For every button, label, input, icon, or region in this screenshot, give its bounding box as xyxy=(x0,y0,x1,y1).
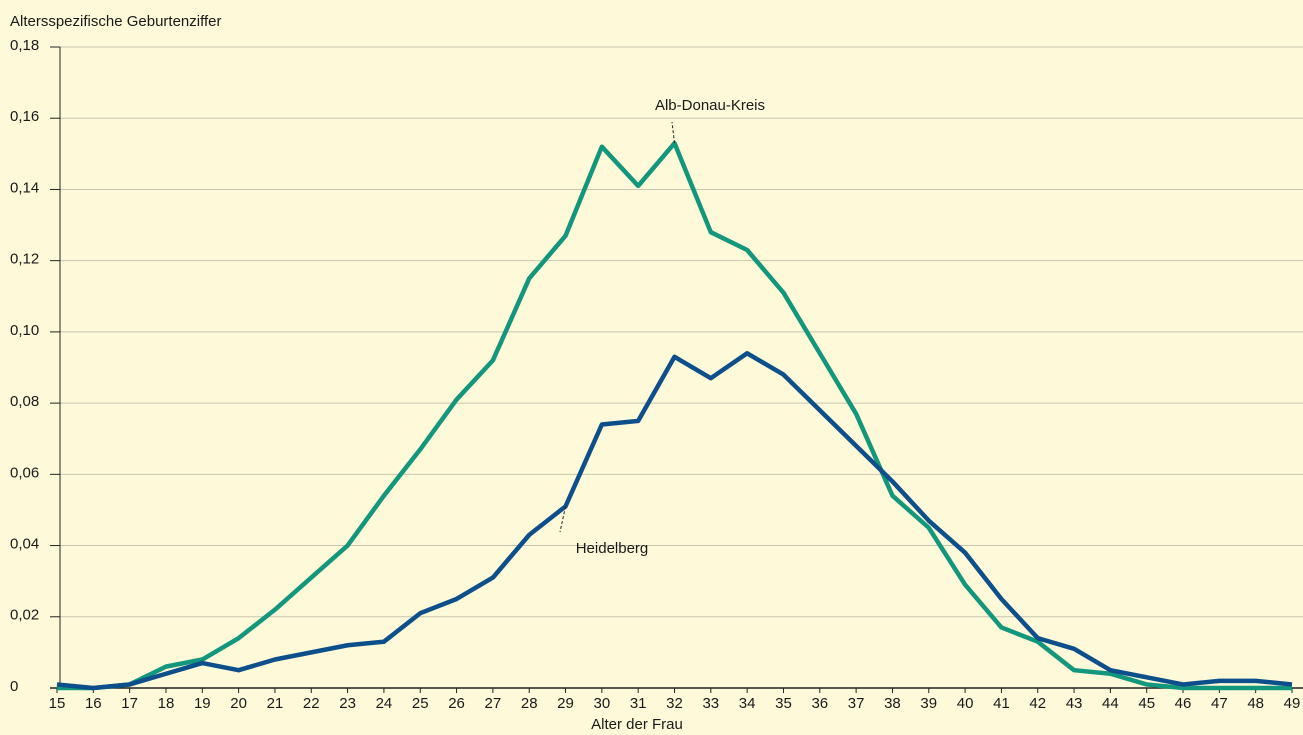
x-tick-label: 24 xyxy=(376,695,393,712)
series-label: Alb-Donau-Kreis xyxy=(655,97,765,114)
y-tick-label: 0,14 xyxy=(10,179,39,196)
x-tick-label: 47 xyxy=(1211,695,1228,712)
x-tick-label: 41 xyxy=(993,695,1010,712)
x-tick-label: 34 xyxy=(739,695,756,712)
y-tick-label: 0,18 xyxy=(10,37,39,54)
x-tick-label: 36 xyxy=(811,695,828,712)
x-tick-label: 21 xyxy=(267,695,284,712)
x-tick-label: 26 xyxy=(448,695,465,712)
label-leader xyxy=(671,121,675,144)
x-tick-label: 16 xyxy=(85,695,102,712)
x-tick-label: 27 xyxy=(485,695,502,712)
x-tick-label: 40 xyxy=(957,695,974,712)
y-tick-label: 0,02 xyxy=(10,607,39,624)
x-tick-label: 42 xyxy=(1029,695,1046,712)
x-tick-label: 17 xyxy=(121,695,138,712)
x-tick-label: 28 xyxy=(521,695,538,712)
y-tick-label: 0,16 xyxy=(10,108,39,125)
x-tick-label: 23 xyxy=(339,695,356,712)
x-axis-label: Alter der Frau xyxy=(591,716,683,733)
x-tick-label: 37 xyxy=(848,695,865,712)
x-tick-label: 22 xyxy=(303,695,320,712)
y-axis-label: Altersspezifische Geburtenziffer xyxy=(10,13,222,30)
x-tick-label: 49 xyxy=(1284,695,1301,712)
x-tick-label: 19 xyxy=(194,695,211,712)
x-tick-label: 35 xyxy=(775,695,792,712)
x-tick-label: 31 xyxy=(630,695,647,712)
x-tick-label: 15 xyxy=(49,695,66,712)
x-tick-label: 48 xyxy=(1247,695,1264,712)
x-tick-label: 20 xyxy=(230,695,247,712)
x-tick-label: 45 xyxy=(1138,695,1155,712)
x-tick-label: 32 xyxy=(666,695,683,712)
series-line xyxy=(56,351,1293,691)
y-tick-label: 0 xyxy=(10,678,18,695)
x-tick-label: 39 xyxy=(920,695,937,712)
y-tick-label: 0,10 xyxy=(10,322,39,339)
label-leader xyxy=(559,506,567,533)
y-tick-label: 0,08 xyxy=(10,393,39,410)
x-tick-label: 29 xyxy=(557,695,574,712)
y-tick-label: 0,12 xyxy=(10,251,39,268)
y-tick-label: 0,04 xyxy=(10,536,39,553)
series-label: Heidelberg xyxy=(576,540,649,557)
x-tick-label: 46 xyxy=(1175,695,1192,712)
x-tick-label: 18 xyxy=(158,695,175,712)
x-tick-label: 44 xyxy=(1102,695,1119,712)
y-tick-label: 0,06 xyxy=(10,464,39,481)
x-tick-label: 30 xyxy=(594,695,611,712)
x-tick-label: 25 xyxy=(412,695,429,712)
x-tick-label: 43 xyxy=(1066,695,1083,712)
x-tick-label: 33 xyxy=(702,695,719,712)
x-tick-label: 38 xyxy=(884,695,901,712)
